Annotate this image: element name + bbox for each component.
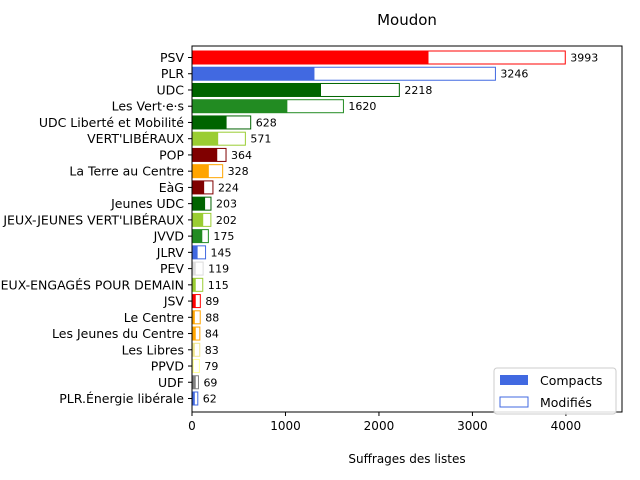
bar-compacts	[192, 115, 227, 129]
bar-compacts	[192, 327, 196, 341]
y-tick-label: UDF	[158, 375, 184, 390]
bar-compacts	[192, 278, 196, 292]
bar-compacts	[192, 148, 218, 162]
bar-compacts	[192, 375, 196, 389]
bar-compacts	[192, 51, 429, 64]
bar-value-label: 79	[204, 360, 218, 373]
bar-value-label: 203	[216, 198, 237, 211]
y-tick-label: Les Libres	[122, 342, 184, 357]
bar-value-label: 69	[203, 376, 217, 389]
y-tick-label: Le Centre	[124, 310, 185, 325]
bar-value-label: 88	[205, 311, 219, 324]
bar-compacts	[192, 359, 194, 373]
x-axis-ticks: 0 1000 2000 3000 4000	[188, 412, 581, 433]
y-tick-label: JEUX-ENGAGÉS POUR DEMAIN	[0, 277, 184, 292]
bar-value-label: 89	[205, 295, 219, 308]
bar-compacts	[192, 197, 206, 211]
bar-compacts	[192, 180, 205, 194]
bar-value-label: 175	[213, 230, 234, 243]
legend-label-modifies: Modifiés	[540, 395, 592, 410]
legend-label-compacts: Compacts	[540, 373, 602, 388]
y-tick-label: PLR.Énergie libérale	[59, 391, 184, 406]
y-tick-label: PSV	[160, 50, 184, 65]
legend: Compacts Modifiés	[493, 367, 617, 415]
bar-value-label: 1620	[348, 100, 376, 113]
x-tick-label: 2000	[364, 419, 395, 433]
bar-compacts	[192, 229, 203, 243]
y-tick-label: La Terre au Centre	[69, 164, 184, 179]
bar-value-label: 62	[203, 393, 217, 406]
bar-value-label: 571	[250, 133, 271, 146]
y-tick-label: Les Jeunes du Centre	[52, 326, 184, 341]
bars-layer	[191, 50, 566, 406]
bar-value-label: 202	[216, 214, 237, 227]
legend-swatch-compacts	[500, 375, 528, 385]
y-tick-label: PPVD	[151, 359, 184, 374]
bar-value-label: 115	[208, 279, 229, 292]
bar-value-label: 3246	[500, 68, 528, 81]
bar-compacts	[192, 99, 288, 113]
chart-title: Moudon	[377, 11, 437, 29]
bar-compacts	[192, 245, 198, 259]
bar-value-label: 628	[256, 116, 277, 129]
y-tick-label: PLR	[161, 66, 185, 81]
bar-compacts	[192, 262, 196, 276]
bar-value-label: 364	[231, 149, 252, 162]
y-tick-label: UDC	[156, 82, 184, 97]
y-tick-label: Les Vert·e·s	[112, 99, 184, 114]
y-tick-label: POP	[159, 147, 184, 162]
y-tick-label: JVVD	[153, 229, 184, 244]
bar-compacts	[192, 164, 209, 178]
bar-compacts	[192, 132, 219, 146]
bar-value-label: 328	[228, 165, 249, 178]
bar-compacts	[192, 310, 195, 324]
y-tick-label: EàG	[159, 180, 184, 195]
value-labels-layer: 3993 3246 2218 1620 628 571 364 328 224 203 202 175…	[203, 52, 598, 406]
x-tick-label: 0	[188, 419, 196, 433]
y-tick-label: JLRV	[156, 245, 185, 260]
bar-compacts	[192, 67, 315, 81]
x-tick-label: 4000	[551, 419, 582, 433]
plot-frame	[191, 45, 623, 413]
x-axis-title: Suffrages des listes	[348, 452, 465, 466]
bar-compacts	[192, 213, 204, 227]
x-tick-label: 1000	[270, 419, 301, 433]
y-tick-label: JEUX-JEUNES VERT'LIBÉRAUX	[2, 212, 184, 227]
y-tick-label: PEV	[160, 261, 184, 276]
bar-value-label: 119	[208, 263, 229, 276]
bar-value-label: 83	[205, 344, 219, 357]
y-tick-label: JSV	[163, 294, 185, 309]
bar-compacts	[192, 392, 195, 405]
bar-value-label: 224	[218, 181, 239, 194]
y-tick-label: VERT'LIBÉRAUX	[87, 131, 184, 146]
bar-value-label: 84	[205, 328, 219, 341]
legend-swatch-modifies	[499, 396, 529, 408]
bar-compacts	[192, 83, 321, 97]
bar-compacts	[192, 343, 195, 357]
bar-value-label: 145	[211, 246, 232, 259]
bar-value-label: 2218	[404, 84, 432, 97]
x-tick-label: 3000	[457, 419, 488, 433]
y-tick-label: Jeunes UDC	[110, 196, 184, 211]
bar-value-label: 3993	[570, 52, 598, 65]
y-tick-label: UDC Liberté et Mobilité	[39, 115, 184, 130]
bar-compacts	[192, 294, 196, 308]
